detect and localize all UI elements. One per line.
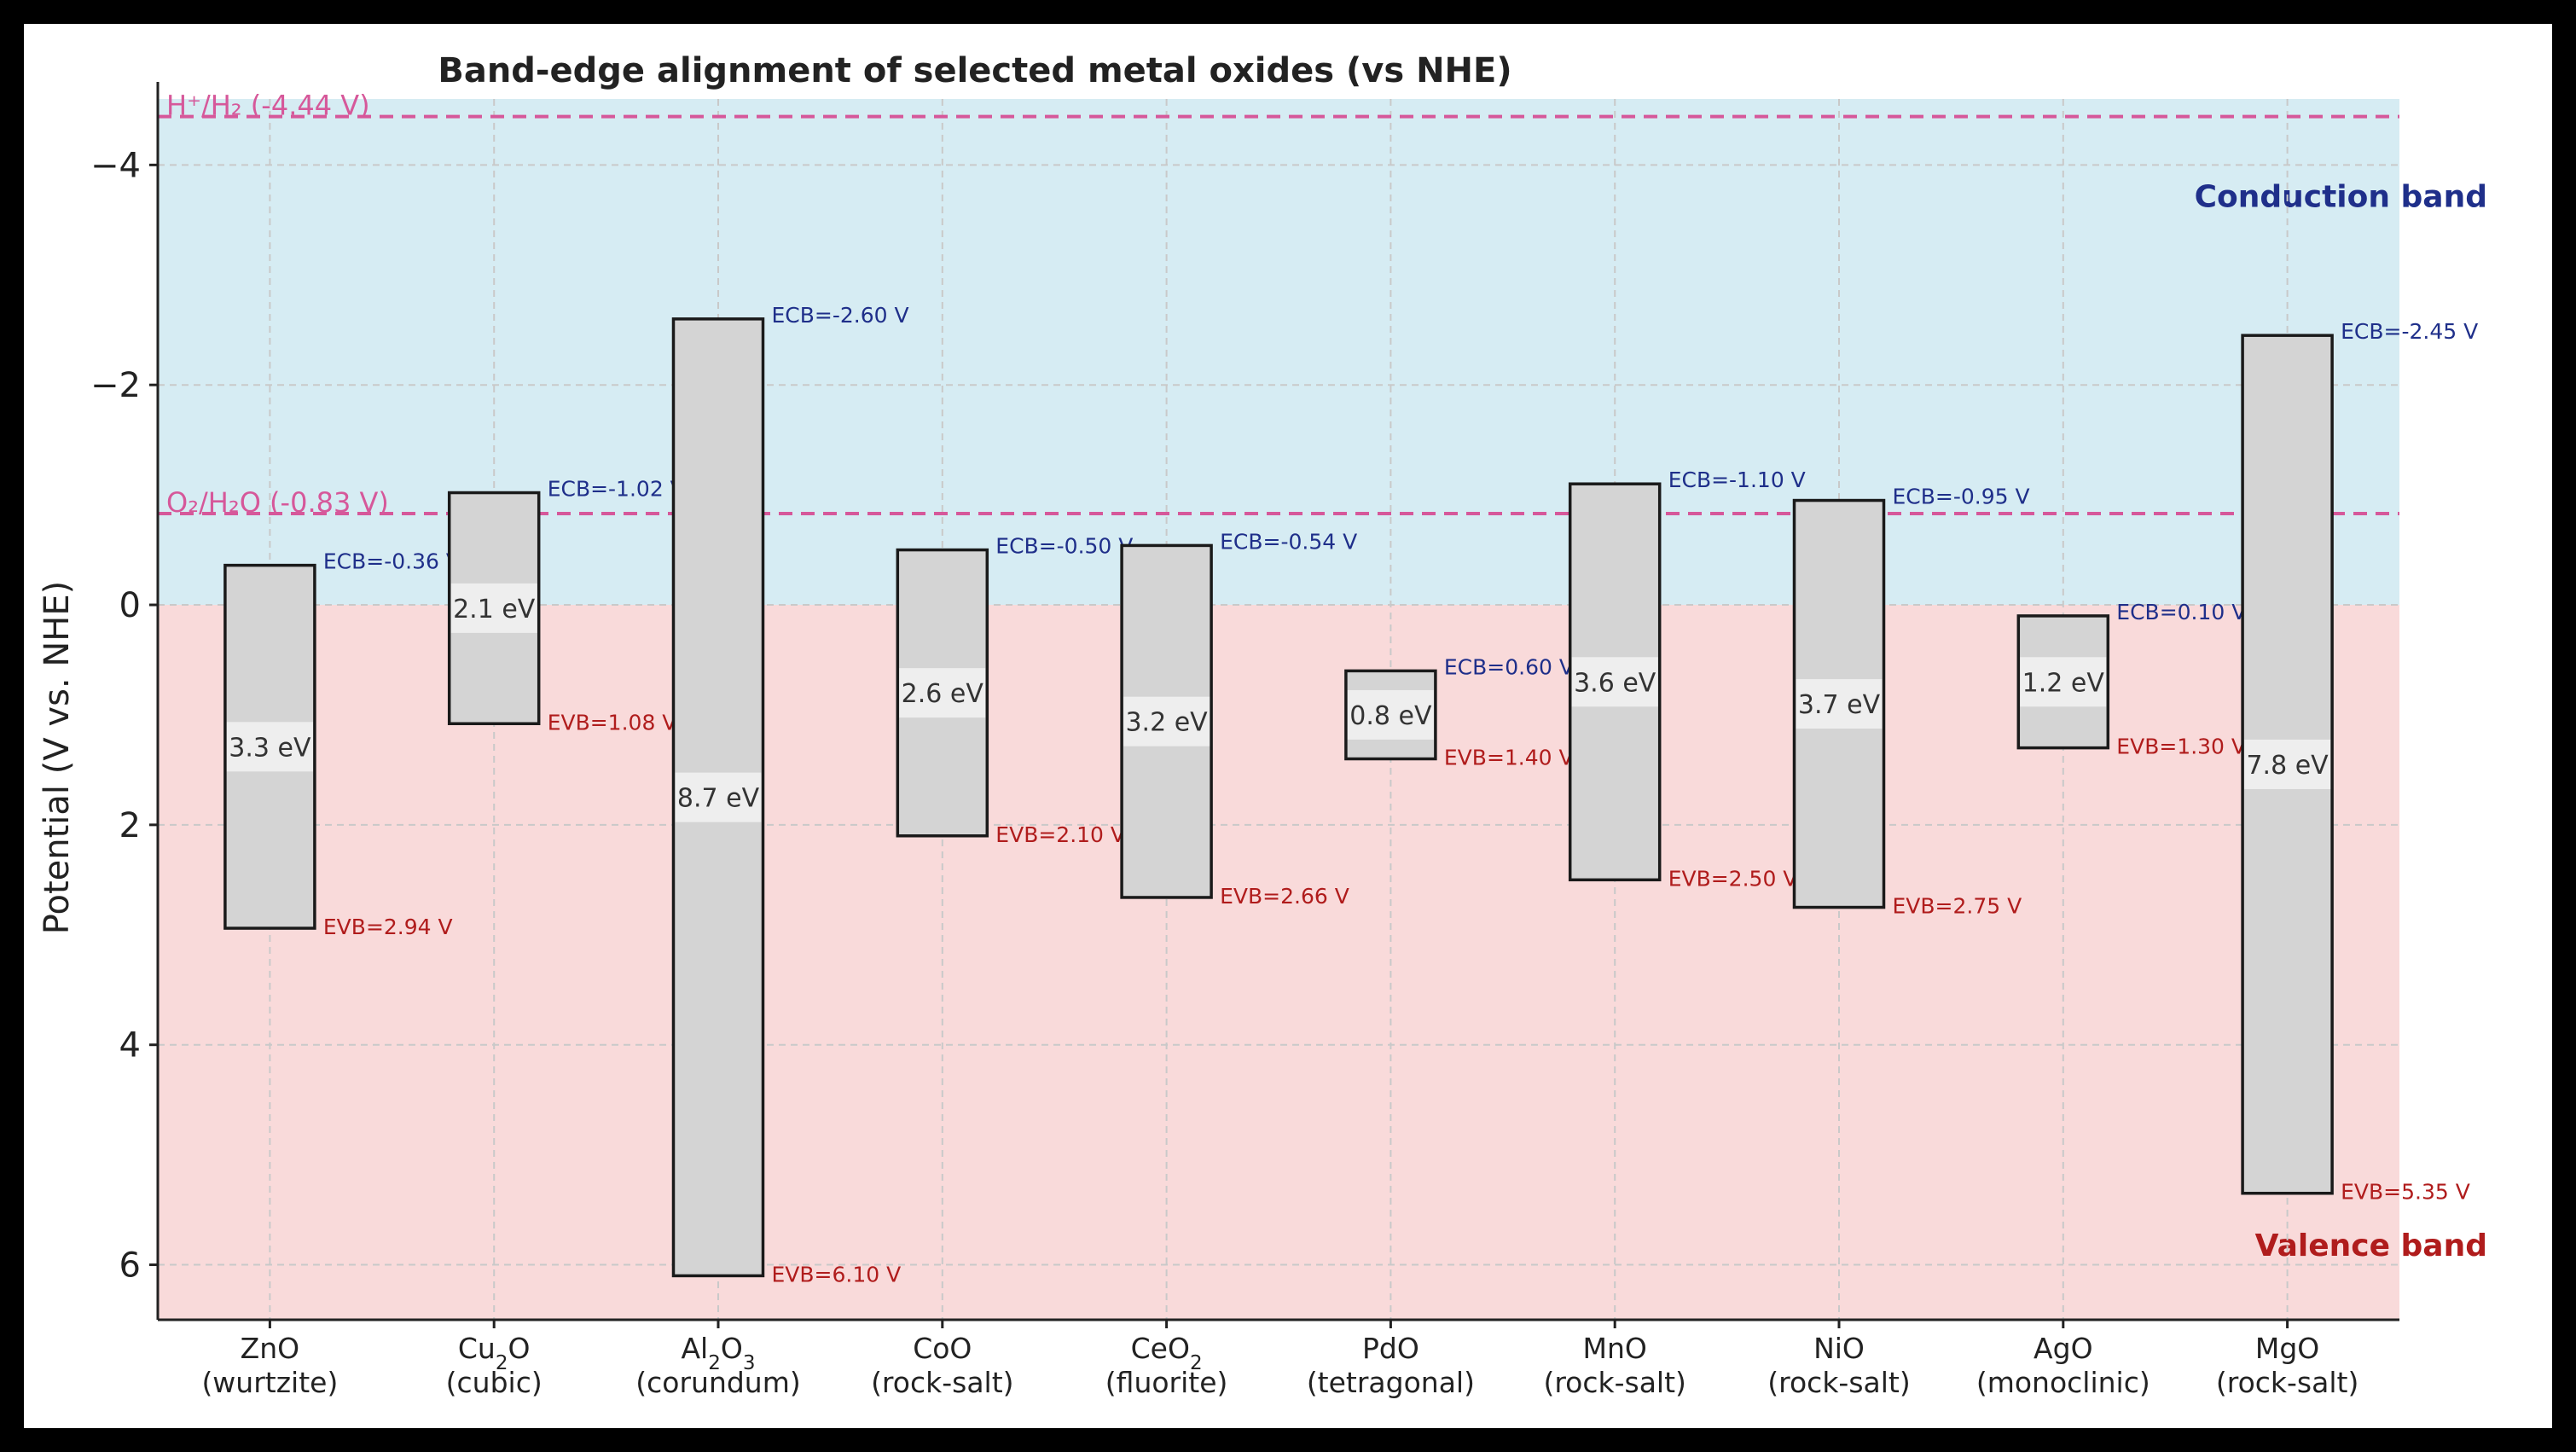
band-gap-label: 7.8 eV <box>2246 751 2329 781</box>
ecb-label: ECB=-0.50 V <box>995 534 1133 559</box>
x-tick-label: CeO2 <box>1131 1332 1203 1374</box>
band-gap-label: 3.3 eV <box>229 733 311 763</box>
ecb-label: ECB=-0.54 V <box>1220 529 1357 554</box>
evb-label: EVB=5.35 V <box>2341 1180 2470 1205</box>
material-pdo: 0.8 eV ECB=0.60 V EVB=1.40 V PdO(tetragonal… <box>1307 654 1574 1399</box>
x-tick-sublabel: (corundum) <box>635 1366 801 1399</box>
material-ceo: 3.2 eV ECB=-0.54 V EVB=2.66 V CeO2(fluorite… <box>1105 529 1357 1399</box>
gap-label-box <box>450 583 537 633</box>
gap-label-box <box>2244 739 2331 789</box>
gap-label-box <box>1347 689 1434 740</box>
x-tick-label: PdO <box>1362 1332 1419 1365</box>
ecb-label: ECB=-1.02 V <box>548 477 685 502</box>
ecb-label: ECB=-2.60 V <box>772 303 909 328</box>
material-mgo: 7.8 eV ECB=-2.45 V EVB=5.35 V MgO(rock-salt… <box>2216 319 2478 1399</box>
evb-label: EVB=1.40 V <box>1444 746 1574 770</box>
x-tick-label: Cu2O <box>458 1332 531 1374</box>
x-tick-sublabel: (cubic) <box>446 1366 542 1399</box>
band-gap-label: 3.6 eV <box>1574 668 1656 698</box>
band-edge-chart: Conduction band Valence band H⁺/H₂ (-4.44… <box>38 51 2487 1399</box>
x-tick-label: MnO <box>1583 1332 1647 1365</box>
evb-label: EVB=1.08 V <box>548 710 677 735</box>
band-gap-label: 3.7 eV <box>1798 690 1881 720</box>
gap-label-box <box>226 722 313 772</box>
gap-label-box <box>1796 679 1883 729</box>
evb-label: EVB=2.66 V <box>1220 884 1349 909</box>
gap-label-box <box>899 668 986 718</box>
x-tick-sublabel: (wurtzite) <box>201 1366 338 1399</box>
conduction-band-label: Conduction band <box>2195 179 2487 214</box>
material-mno: 3.6 eV ECB=-1.10 V EVB=2.50 V MnO(rock-salt… <box>1543 468 1805 1399</box>
material-cuo: 2.1 eV ECB=-1.02 V EVB=1.08 V Cu2O(cubic) <box>446 477 685 1399</box>
gap-label-box <box>2020 657 2107 707</box>
band-gap-label: 3.2 eV <box>1125 708 1208 738</box>
x-tick-label: ZnO <box>241 1332 300 1365</box>
chart-title: Band-edge alignment of selected metal ox… <box>438 51 1511 90</box>
x-tick-sublabel: (rock-salt) <box>1543 1366 1685 1399</box>
material-zno: 3.3 eV ECB=-0.36 V EVB=2.94 V ZnO(wurtzite) <box>201 549 461 1399</box>
material-ago: 1.2 eV ECB=0.10 V EVB=1.30 V AgO(monoclinic… <box>1976 600 2247 1399</box>
band-gap-label: 1.2 eV <box>2022 668 2105 698</box>
ecb-label: ECB=-0.95 V <box>1893 485 2030 509</box>
x-tick-sublabel: (rock-salt) <box>2216 1366 2358 1399</box>
evb-label: EVB=1.30 V <box>2116 735 2246 759</box>
material-nio: 3.7 eV ECB=-0.95 V EVB=2.75 V NiO(rock-salt… <box>1767 485 2029 1399</box>
chart-frame: Conduction band Valence band H⁺/H₂ (-4.44… <box>24 24 2552 1428</box>
x-tick-sublabel: (monoclinic) <box>1976 1366 2150 1399</box>
x-tick-label: CoO <box>913 1332 972 1365</box>
evb-label: EVB=2.50 V <box>1668 866 1798 891</box>
gap-label-box <box>1571 657 1658 707</box>
gap-label-box <box>675 772 762 822</box>
evb-label: EVB=2.10 V <box>995 822 1125 847</box>
y-tick-label: −2 <box>90 366 141 405</box>
material-alo: 8.7 eV ECB=-2.60 V EVB=6.10 V Al2O3(corundu… <box>635 303 908 1399</box>
reference-line-label: O₂/H₂O (-0.83 V) <box>166 486 389 519</box>
x-tick-sublabel: (tetragonal) <box>1307 1366 1475 1399</box>
band-gap-label: 2.1 eV <box>453 595 536 624</box>
valence-band-label: Valence band <box>2255 1228 2487 1263</box>
evb-label: EVB=2.75 V <box>1893 894 2022 919</box>
x-tick-sublabel: (rock-salt) <box>871 1366 1013 1399</box>
ecb-label: ECB=0.60 V <box>1444 654 1574 679</box>
band-gap-label: 8.7 eV <box>677 784 760 814</box>
evb-label: EVB=2.94 V <box>323 915 453 939</box>
ecb-label: ECB=-2.45 V <box>2341 319 2478 344</box>
x-tick-label: Al2O3 <box>681 1332 755 1374</box>
band-gap-label: 0.8 eV <box>1349 701 1432 731</box>
x-tick-label: AgO <box>2034 1332 2093 1365</box>
y-tick-label: 6 <box>119 1246 141 1286</box>
y-tick-label: 4 <box>119 1026 141 1066</box>
band-gap-label: 2.6 eV <box>902 679 984 709</box>
y-axis-label: Potential (V vs. NHE) <box>38 581 77 934</box>
gap-label-box <box>1123 696 1210 746</box>
x-tick-label: NiO <box>1813 1332 1865 1365</box>
material-coo: 2.6 eV ECB=-0.50 V EVB=2.10 V CoO(rock-salt… <box>871 534 1133 1399</box>
y-tick-label: −4 <box>90 146 141 185</box>
reference-line-label: H⁺/H₂ (-4.44 V) <box>166 90 370 122</box>
ecb-label: ECB=-1.10 V <box>1668 468 1806 492</box>
ecb-label: ECB=-0.36 V <box>323 549 461 574</box>
evb-label: EVB=6.10 V <box>772 1262 902 1286</box>
y-tick-label: 0 <box>119 586 141 625</box>
x-tick-sublabel: (rock-salt) <box>1767 1366 1910 1399</box>
x-tick-sublabel: (fluorite) <box>1105 1366 1228 1399</box>
ecb-label: ECB=0.10 V <box>2116 600 2246 624</box>
x-tick-label: MgO <box>2255 1332 2319 1365</box>
y-tick-label: 2 <box>119 806 141 845</box>
